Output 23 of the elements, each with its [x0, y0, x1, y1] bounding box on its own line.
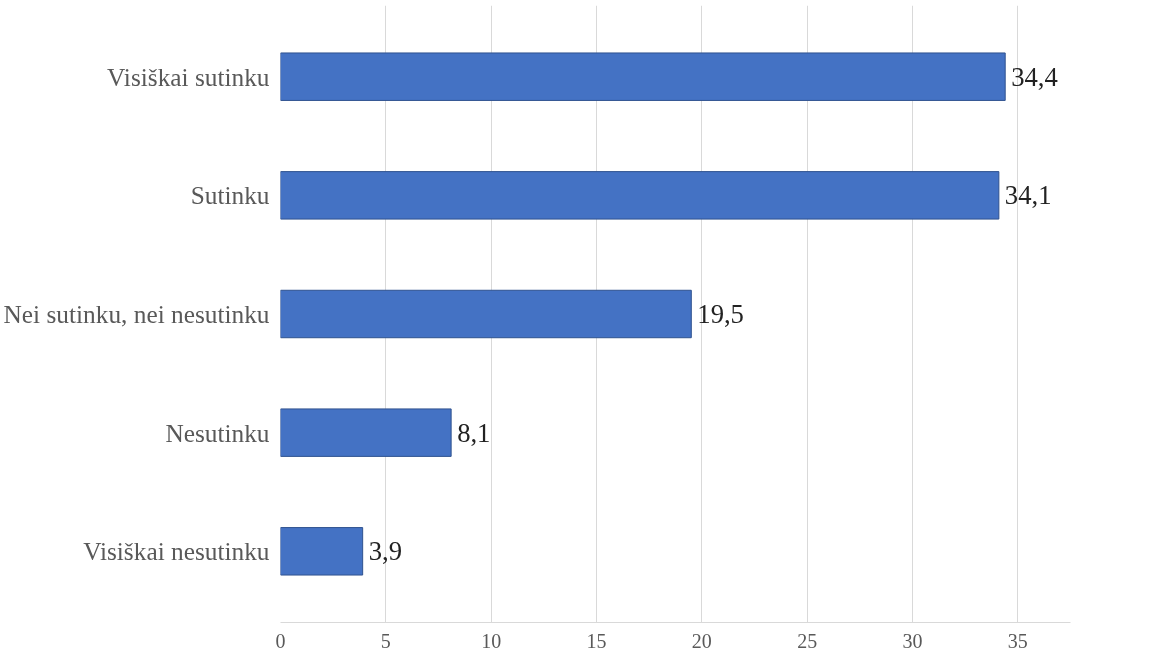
bar: [280, 289, 692, 339]
y-tick-label: Nesutinku: [165, 418, 270, 447]
x-tick-label: 5: [380, 629, 391, 652]
y-tick-label: Sutinku: [190, 181, 270, 210]
y-tick-label: Nei sutinku, nei nesutinku: [3, 300, 270, 328]
y-tick-label: Visiškai sutinku: [107, 62, 270, 91]
y-tick-label: Visiškai nesutinku: [83, 537, 270, 566]
data-label: 3,9: [368, 536, 402, 567]
x-tick-label: 25: [797, 629, 818, 652]
x-tick-label: 10: [481, 629, 502, 652]
bar: [280, 408, 452, 457]
x-tick-label: 30: [902, 629, 923, 652]
x-tick-label: 35: [1007, 629, 1028, 652]
x-tick-label: 0: [275, 629, 286, 652]
data-label: 34,4: [1011, 61, 1058, 92]
bar: [280, 52, 1006, 101]
x-tick-label: 15: [586, 629, 607, 652]
bar: [280, 171, 1000, 220]
data-label: 34,1: [1004, 180, 1052, 211]
data-label: 19,5: [697, 299, 744, 329]
bar: [280, 527, 364, 576]
data-label: 8,1: [457, 417, 491, 448]
x-tick-label: 20: [691, 629, 712, 652]
